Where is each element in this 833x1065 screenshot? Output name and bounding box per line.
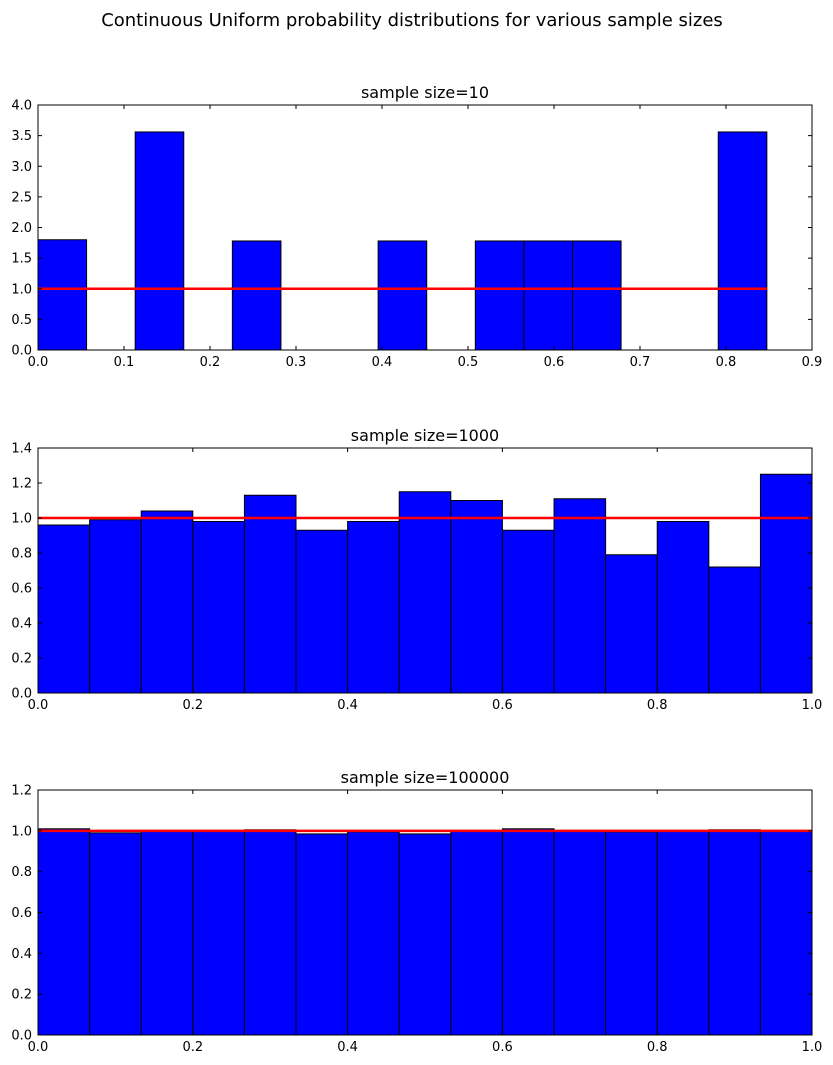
y-tick-label: 0.0	[11, 687, 32, 702]
histogram-bar	[377, 240, 428, 351]
y-tick-label: 2.5	[11, 190, 32, 205]
x-tick-label: 0.4	[337, 698, 358, 713]
y-tick-label: 0.8	[11, 865, 32, 880]
x-tick-label: 0.6	[492, 1040, 513, 1055]
x-tick-label: 0.3	[286, 355, 307, 370]
x-tick-label: 0.2	[182, 698, 203, 713]
x-tick-label: 0.7	[630, 355, 651, 370]
histogram-bar	[347, 831, 400, 1036]
x-tick-label: 0.0	[28, 1040, 49, 1055]
histogram-bar	[295, 833, 349, 1036]
y-tick-label: 1.0	[11, 512, 32, 527]
panel-title: sample size=100000	[341, 768, 510, 787]
x-tick-label: 0.1	[114, 355, 135, 370]
histogram-bar	[717, 131, 768, 351]
histogram-bar	[474, 240, 525, 351]
x-tick-label: 0.8	[647, 698, 668, 713]
y-tick-label: 1.0	[11, 282, 32, 297]
histogram-bar	[231, 240, 282, 351]
y-tick-label: 1.0	[11, 824, 32, 839]
figure-title: Continuous Uniform probability distribut…	[101, 10, 723, 31]
histogram-bar	[708, 829, 761, 1036]
x-tick-label: 0.9	[802, 355, 823, 370]
histogram-bar	[37, 828, 91, 1036]
x-tick-label: 0.8	[716, 355, 737, 370]
histogram-bar	[708, 566, 761, 694]
histogram-bar	[553, 498, 607, 694]
y-tick-label: 0.4	[11, 947, 32, 962]
panel-title: sample size=10	[361, 83, 489, 102]
histogram-bar	[37, 239, 88, 351]
histogram-bar	[759, 473, 813, 694]
histogram-bar	[501, 529, 555, 694]
histogram-bar	[192, 521, 245, 694]
y-tick-label: 0.5	[11, 313, 32, 328]
y-tick-label: 3.5	[11, 129, 32, 144]
histogram-bar	[398, 833, 452, 1036]
y-tick-label: 1.5	[11, 252, 32, 267]
x-tick-label: 0.0	[28, 355, 49, 370]
x-tick-label: 0.5	[458, 355, 479, 370]
histogram-bar	[656, 521, 710, 694]
histogram-bar	[295, 529, 349, 694]
panels: 0.0 0.1 0.2 0.3 0.4 0.5 0.6 0.7 0.8 0.9 0.0 0.5 1.0 1…	[11, 83, 822, 1055]
histogram-bar	[192, 830, 245, 1036]
x-tick-label: 0.6	[544, 355, 565, 370]
panel-title: sample size=1000	[351, 426, 499, 445]
histogram-panel-2: 0.0 0.2 0.4 0.6 0.8 1.0 0.0 0.2 0.4 0.6 0.8 1.0 1.2 1…	[11, 426, 822, 713]
x-tick-label: 1.0	[802, 1040, 823, 1055]
y-tick-label: 0.4	[11, 617, 32, 632]
x-tick-label: 0.2	[200, 355, 221, 370]
histogram-bar	[347, 521, 400, 694]
y-tick-label: 0.2	[11, 652, 32, 667]
histogram-bar	[243, 829, 297, 1036]
y-tick-label: 1.4	[11, 442, 32, 457]
histogram-bar	[37, 524, 91, 694]
y-tick-label: 1.2	[11, 477, 32, 492]
y-tick-label: 0.0	[11, 1029, 32, 1044]
y-tick-label: 0.0	[11, 344, 32, 359]
histogram-bar	[605, 554, 658, 694]
y-tick-label: 2.0	[11, 221, 32, 236]
axes-frame	[37, 447, 813, 694]
histogram-bar	[398, 491, 452, 694]
x-tick-label: 0.4	[337, 1040, 358, 1055]
histogram-bar	[523, 240, 573, 351]
y-tick-label: 0.6	[11, 906, 32, 921]
histogram-panel-3: 0.0 0.2 0.4 0.6 0.8 1.0 0.0 0.2 0.4 0.6 0.8 1.0 1.2 s…	[11, 768, 822, 1055]
histogram-bar	[140, 830, 194, 1036]
x-tick-label: 0.6	[492, 698, 513, 713]
histogram-bar	[656, 830, 710, 1036]
histogram-bar	[243, 494, 297, 694]
histogram-bar	[450, 500, 503, 694]
x-tick-label: 0.2	[182, 1040, 203, 1055]
histogram-bar	[89, 519, 142, 694]
histogram-bar	[605, 831, 658, 1036]
histogram-bar	[450, 830, 503, 1036]
y-tick-label: 0.8	[11, 547, 32, 562]
x-tick-label: 0.0	[28, 698, 49, 713]
histogram-bar	[553, 830, 607, 1036]
histogram-bar	[501, 828, 555, 1036]
x-tick-label: 0.8	[647, 1040, 668, 1055]
histogram-bar	[89, 832, 142, 1036]
y-tick-label: 1.2	[11, 784, 32, 799]
y-tick-label: 3.0	[11, 160, 32, 175]
x-tick-label: 1.0	[802, 698, 823, 713]
x-tick-label: 0.4	[372, 355, 393, 370]
y-tick-label: 4.0	[11, 99, 32, 114]
histogram-bar	[134, 131, 185, 351]
histogram-bar	[140, 510, 194, 694]
histogram-bar	[759, 830, 813, 1036]
y-tick-label: 0.6	[11, 582, 32, 597]
histogram-panel-1: 0.0 0.1 0.2 0.3 0.4 0.5 0.6 0.7 0.8 0.9 0.0 0.5 1.0 1…	[11, 83, 822, 370]
y-tick-label: 0.2	[11, 988, 32, 1003]
histogram-bar	[571, 240, 622, 351]
